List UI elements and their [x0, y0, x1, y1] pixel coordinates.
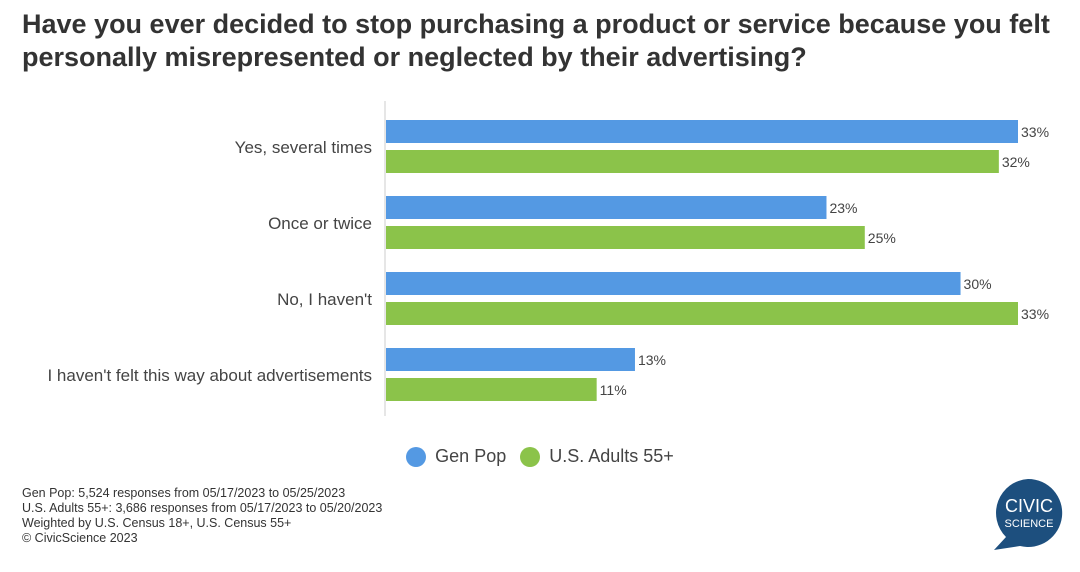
- data-label: 32%: [1002, 154, 1030, 170]
- data-label: 33%: [1021, 306, 1049, 322]
- legend-swatch: [520, 446, 541, 467]
- legend-label: U.S. Adults 55+: [549, 446, 674, 466]
- category-label: No, I haven't: [277, 290, 372, 309]
- note-line: Gen Pop: 5,524 responses from 05/17/2023…: [22, 486, 346, 500]
- bar: [386, 302, 1018, 325]
- data-label: 30%: [964, 276, 992, 292]
- data-label: 23%: [829, 200, 857, 216]
- bar-chart: Yes, several times 33% 32% Once or twice 23%…: [47, 101, 1049, 416]
- bar: [386, 272, 961, 295]
- chart-title: Have you ever decided to stop purchasing…: [22, 9, 1050, 72]
- source-notes: Gen Pop: 5,524 responses from 05/17/2023…: [22, 486, 382, 546]
- category-label: Yes, several times: [235, 138, 372, 157]
- legend-swatch: [406, 446, 427, 467]
- bar: [386, 348, 635, 371]
- legend-item-gen-pop[interactable]: Gen Pop: [406, 446, 506, 467]
- data-label: 13%: [638, 352, 666, 368]
- data-label: 25%: [868, 230, 896, 246]
- bar: [386, 150, 999, 173]
- category-label: I haven't felt this way about advertisem…: [47, 366, 372, 385]
- logo-text: CIVIC: [1005, 496, 1053, 516]
- bar: [386, 226, 865, 249]
- bar: [386, 196, 827, 219]
- bar: [386, 378, 597, 401]
- logo-text: SCIENCE: [1005, 518, 1054, 530]
- note-line: © CivicScience 2023: [22, 531, 138, 545]
- category-label: Once or twice: [268, 214, 372, 233]
- data-label: 11%: [600, 382, 627, 398]
- legend-item-adults-55[interactable]: U.S. Adults 55+: [520, 446, 674, 467]
- note-line: U.S. Adults 55+: 3,686 responses from 05…: [22, 501, 383, 515]
- bar: [386, 120, 1018, 143]
- civicscience-logo: CIVIC SCIENCE: [994, 478, 1063, 550]
- note-line: Weighted by U.S. Census 18+, U.S. Census…: [22, 516, 292, 530]
- legend: Gen Pop U.S. Adults 55+: [0, 446, 1080, 467]
- data-label: 33%: [1021, 124, 1049, 140]
- legend-label: Gen Pop: [435, 446, 507, 466]
